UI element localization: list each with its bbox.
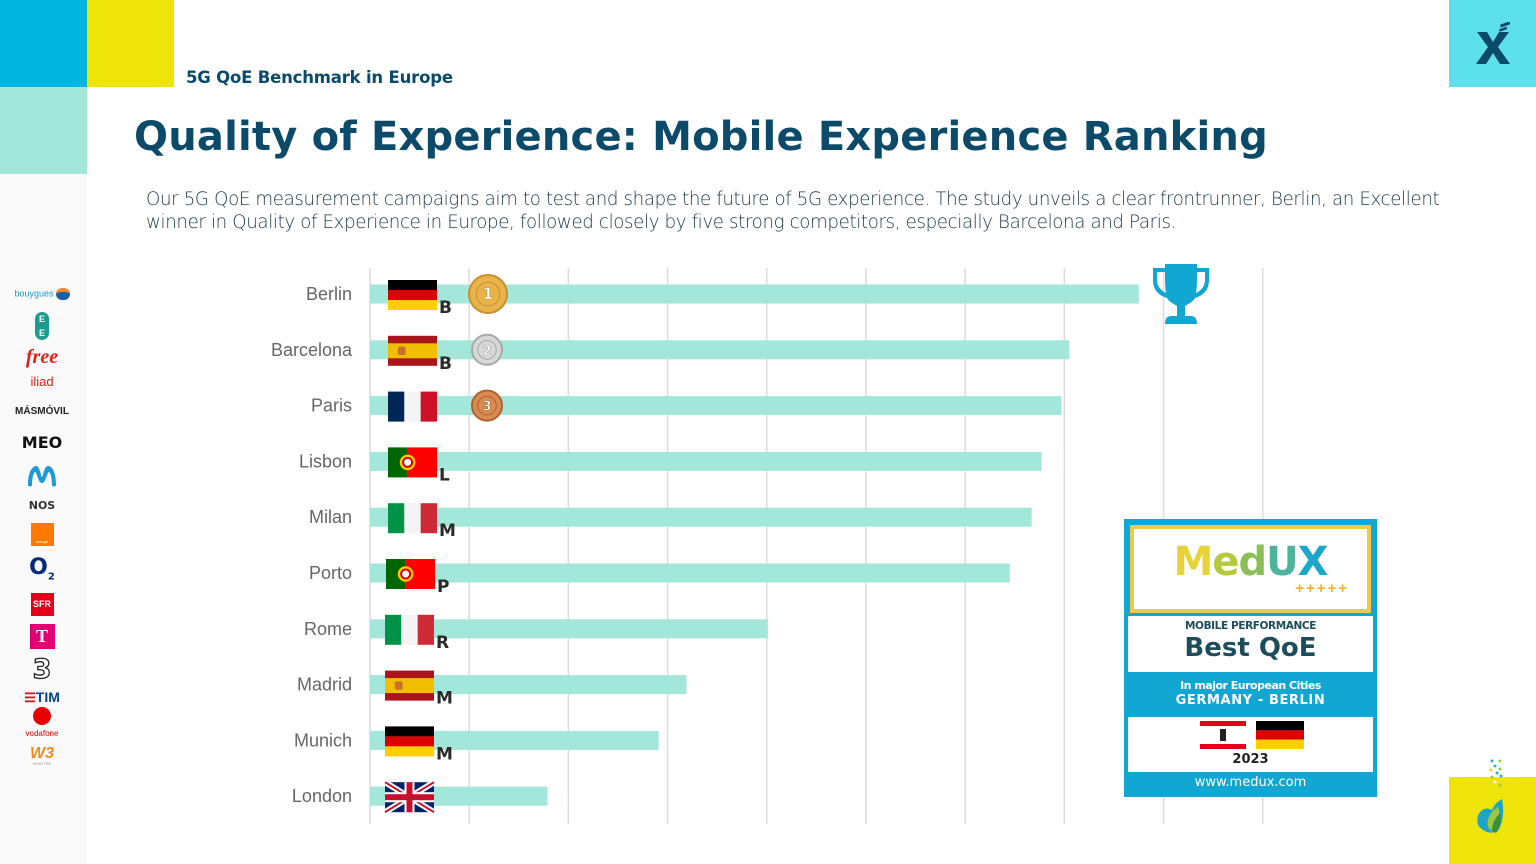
trophy-icon <box>1153 264 1209 324</box>
medal-number: 3 <box>482 400 491 415</box>
operator-logo-bouygues: bouygues <box>0 288 84 300</box>
city-letter-label: P <box>437 577 449 597</box>
award-location: GERMANY - BERLIN <box>1175 693 1326 708</box>
medal-1-icon <box>468 274 508 314</box>
category-label: Paris <box>311 396 352 416</box>
flag-it-icon <box>388 503 437 534</box>
award-scope: In major European Cities <box>1180 679 1321 692</box>
medal-number: 1 <box>482 284 493 303</box>
award-scope-panel: In major European Cities GERMANY - BERLI… <box>1124 679 1377 708</box>
berlin-flag-icon <box>1200 721 1246 749</box>
city-letter-label: M <box>436 689 453 709</box>
city-letter-label: R <box>436 633 449 653</box>
category-label: London <box>292 786 352 806</box>
flag-de-icon <box>385 726 434 757</box>
category-label: Lisbon <box>299 451 352 471</box>
operator-logo-nos: NOS <box>28 499 56 512</box>
operator-logo-movistar <box>0 463 84 493</box>
bar-paris <box>370 396 1062 416</box>
award-brand-panel: MedUX +++++ <box>1130 525 1371 613</box>
operator-logo-three: 3 <box>32 654 52 685</box>
category-label: Barcelona <box>271 340 353 360</box>
medal-3-icon <box>471 389 503 422</box>
bar-milan <box>370 507 1032 527</box>
operator-logo-meo: MEO <box>21 433 63 452</box>
award-flags-panel: 2023 <box>1128 717 1373 772</box>
flag-es-icon <box>385 670 434 701</box>
operator-logo-orange: orange <box>0 523 84 547</box>
operator-logo-telekom: T <box>0 624 84 649</box>
award-brand-logo: MedUX <box>1173 538 1329 585</box>
flag-de-icon <box>388 280 437 310</box>
bar-barcelona <box>370 340 1070 360</box>
city-letter-label: M <box>439 521 456 541</box>
decor-square-mint <box>0 87 87 174</box>
decor-square-yellow <box>87 0 174 87</box>
city-letter-label: M <box>436 744 453 764</box>
page-title: Quality of Experience: Mobile Experience… <box>134 114 1268 160</box>
award-category: MOBILE PERFORMANCE <box>1185 620 1316 632</box>
award-url[interactable]: www.medux.com <box>1194 775 1307 790</box>
city-letter-label: L <box>439 465 450 485</box>
flag-es-icon <box>388 335 437 366</box>
category-label: Rome <box>304 619 352 639</box>
bar-porto <box>370 563 1010 583</box>
medal-2-icon <box>471 333 503 366</box>
bar-lisbon <box>370 451 1042 471</box>
operator-logo-o2: O2 <box>29 555 55 583</box>
category-label: Berlin <box>306 284 352 304</box>
award-title-panel: MOBILE PERFORMANCE Best QoE <box>1128 616 1373 672</box>
operator-sidebar <box>0 174 87 864</box>
city-letter-label: B <box>439 298 452 318</box>
germany-flag-icon <box>1256 721 1304 749</box>
movistar-m-icon <box>28 466 56 487</box>
flag-gb-icon <box>383 779 436 815</box>
x-brand-logo-icon <box>1475 21 1510 64</box>
brand-logo <box>1449 0 1536 87</box>
award-year: 2023 <box>1232 752 1269 767</box>
flag-it-icon <box>385 614 434 645</box>
medal-number: 2 <box>482 344 491 359</box>
operator-logo-sfr: SFR <box>0 593 84 616</box>
award-plus-marks: +++++ <box>1295 579 1349 597</box>
bar-rome <box>370 619 768 639</box>
decor-square-blue <box>0 0 87 87</box>
operator-logo-free: free <box>25 346 59 368</box>
operator-logo-windtre: W3 WINDTRE <box>30 745 54 766</box>
award-name: Best QoE <box>1184 633 1317 663</box>
page-description: Our 5G QoE measurement campaigns aim to … <box>146 189 1440 233</box>
bar-berlin <box>370 284 1139 304</box>
flag-pt-icon <box>386 559 435 589</box>
operator-logo-iliad: iliad <box>30 374 54 389</box>
operator-logo-vodafone: vodafone <box>0 707 84 738</box>
category-label: Porto <box>309 563 352 583</box>
bar-madrid <box>370 675 687 695</box>
operator-logo-tim: ☰TIM <box>24 689 60 705</box>
award-badge: MedUX +++++ MOBILE PERFORMANCE Best QoE … <box>1124 519 1377 797</box>
section-subtitle: 5G QoE Benchmark in Europe <box>186 68 453 87</box>
category-label: Madrid <box>297 675 352 695</box>
butterfly-logo-icon <box>1477 759 1504 833</box>
flag-fr-icon <box>388 391 437 422</box>
operator-logo-masmovil: MÁSMÓVIL <box>15 406 69 417</box>
category-label: Munich <box>294 730 352 750</box>
category-label: Milan <box>309 507 352 527</box>
city-letter-label: B <box>439 354 452 374</box>
medal-ring <box>475 281 501 307</box>
flag-pt-icon <box>388 447 437 478</box>
medal-ring <box>477 340 497 360</box>
medal-ring <box>477 395 497 416</box>
bar-munich <box>370 730 659 750</box>
